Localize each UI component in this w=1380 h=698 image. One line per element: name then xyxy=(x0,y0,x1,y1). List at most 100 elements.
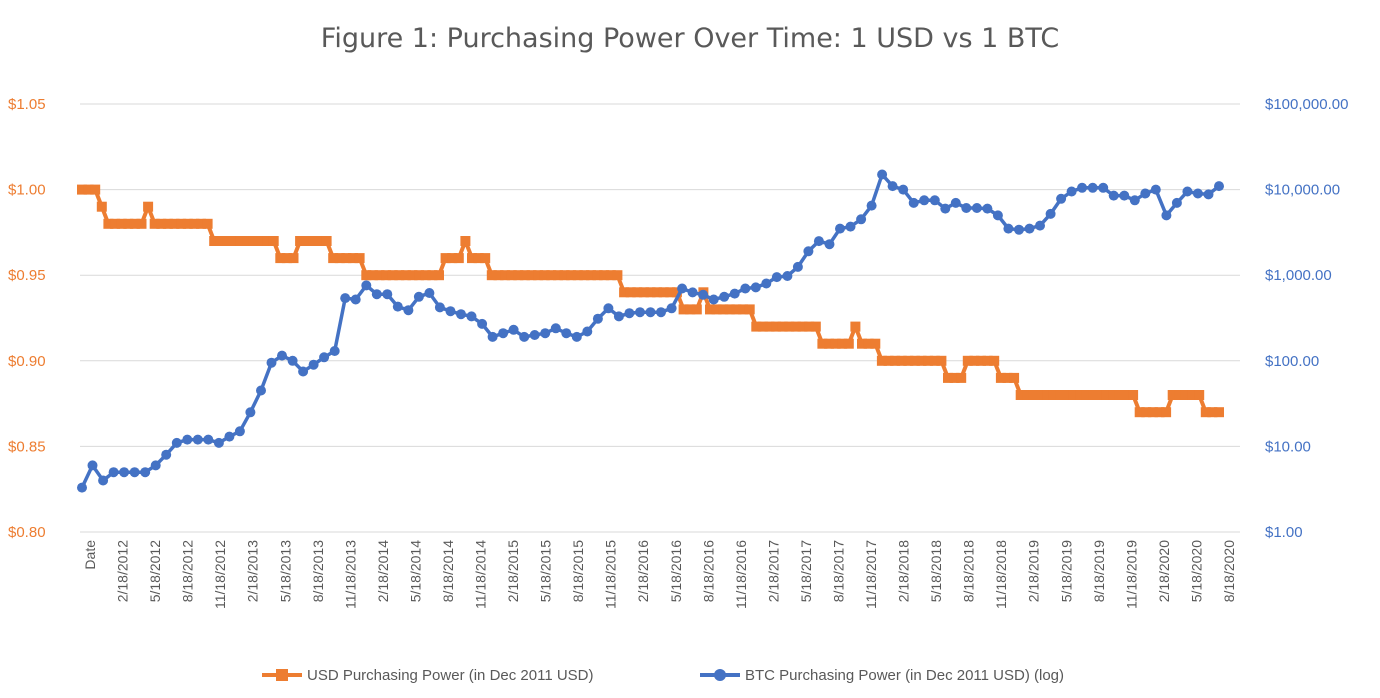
data-point xyxy=(995,372,1006,383)
data-point xyxy=(561,328,572,339)
data-point xyxy=(136,218,147,229)
data-point xyxy=(992,210,1003,221)
data-point xyxy=(407,270,418,281)
data-point xyxy=(599,270,610,281)
data-point xyxy=(77,184,87,195)
data-point xyxy=(224,431,235,442)
data-point xyxy=(830,338,841,349)
data-point xyxy=(440,253,451,264)
data-point xyxy=(724,304,735,315)
data-point xyxy=(719,291,730,302)
data-point xyxy=(129,218,140,229)
data-point xyxy=(718,304,729,315)
data-point xyxy=(1167,390,1178,400)
data-point xyxy=(804,321,815,332)
legend-item-usd: USD Purchasing Power (in Dec 2011 USD) xyxy=(262,667,594,684)
data-point xyxy=(328,253,339,264)
data-point xyxy=(1203,189,1214,200)
data-point xyxy=(790,321,801,332)
data-point xyxy=(698,289,709,300)
data-point xyxy=(486,270,497,281)
data-point xyxy=(685,304,696,315)
data-point xyxy=(427,270,438,281)
data-point xyxy=(1088,390,1099,400)
data-point xyxy=(592,313,603,324)
right-tick-label: $1,000.00 xyxy=(1265,267,1332,284)
data-point xyxy=(143,201,154,212)
right-tick-label: $100,000.00 xyxy=(1265,96,1348,113)
data-point xyxy=(169,218,180,229)
data-point xyxy=(456,309,466,320)
data-point xyxy=(903,355,914,366)
left-tick-label: $0.90 xyxy=(8,353,46,370)
data-point xyxy=(782,271,793,281)
data-point xyxy=(656,307,666,318)
data-point xyxy=(1154,407,1165,418)
data-point xyxy=(1182,186,1193,197)
data-point xyxy=(308,236,319,246)
data-point xyxy=(890,355,901,366)
chart-title: Figure 1: Purchasing Power Over Time: 1 … xyxy=(321,23,1059,54)
data-point xyxy=(845,221,856,232)
data-point xyxy=(757,321,768,332)
data-point xyxy=(876,355,887,366)
data-point xyxy=(1045,208,1056,219)
data-point xyxy=(1200,407,1211,418)
data-point xyxy=(687,287,698,298)
data-point xyxy=(203,434,214,445)
x-tick-label: 5/18/2019 xyxy=(1058,540,1074,602)
x-tick-label: 11/18/2012 xyxy=(212,540,228,609)
series-btc xyxy=(77,169,1224,493)
data-point xyxy=(498,328,509,339)
data-point xyxy=(215,236,226,246)
data-point xyxy=(586,270,596,281)
data-point xyxy=(1087,182,1098,193)
data-point xyxy=(287,355,298,366)
data-point xyxy=(777,321,788,332)
data-point xyxy=(434,270,444,281)
data-point xyxy=(751,321,762,332)
data-point xyxy=(962,355,973,366)
data-point xyxy=(1015,390,1026,400)
data-point xyxy=(1214,181,1224,192)
data-point xyxy=(508,324,519,335)
x-tick-label: 8/18/2018 xyxy=(961,540,977,602)
data-point xyxy=(817,338,828,349)
x-tick-label: Date xyxy=(82,540,98,570)
data-point xyxy=(262,236,273,246)
data-point xyxy=(916,355,927,366)
data-point xyxy=(843,338,854,349)
x-tick-label: 11/18/2018 xyxy=(993,540,1009,609)
data-point xyxy=(275,253,286,264)
data-point xyxy=(797,321,808,332)
data-point xyxy=(266,357,277,368)
data-point xyxy=(281,253,292,264)
x-tick-label: 5/18/2018 xyxy=(928,540,944,602)
data-point xyxy=(764,321,775,332)
data-point xyxy=(83,184,94,195)
data-point xyxy=(883,355,894,366)
x-tick-label: 2/18/2018 xyxy=(896,540,912,602)
data-point xyxy=(298,366,309,377)
data-point xyxy=(1141,407,1152,418)
data-point xyxy=(612,270,623,281)
data-point xyxy=(559,270,570,281)
data-point xyxy=(919,195,930,206)
data-point xyxy=(381,270,392,281)
data-point xyxy=(613,311,624,322)
series-usd xyxy=(77,184,1224,418)
data-point xyxy=(288,253,299,264)
data-point xyxy=(248,236,259,246)
data-point xyxy=(268,236,279,246)
data-point xyxy=(400,270,411,281)
data-point xyxy=(813,236,824,247)
data-point xyxy=(453,253,464,264)
data-point xyxy=(1024,223,1035,234)
data-point xyxy=(361,270,372,281)
data-point xyxy=(506,270,517,281)
data-point xyxy=(677,283,688,294)
data-point xyxy=(856,214,867,225)
data-point xyxy=(550,323,561,334)
x-tick-label: 8/18/2020 xyxy=(1221,540,1237,602)
